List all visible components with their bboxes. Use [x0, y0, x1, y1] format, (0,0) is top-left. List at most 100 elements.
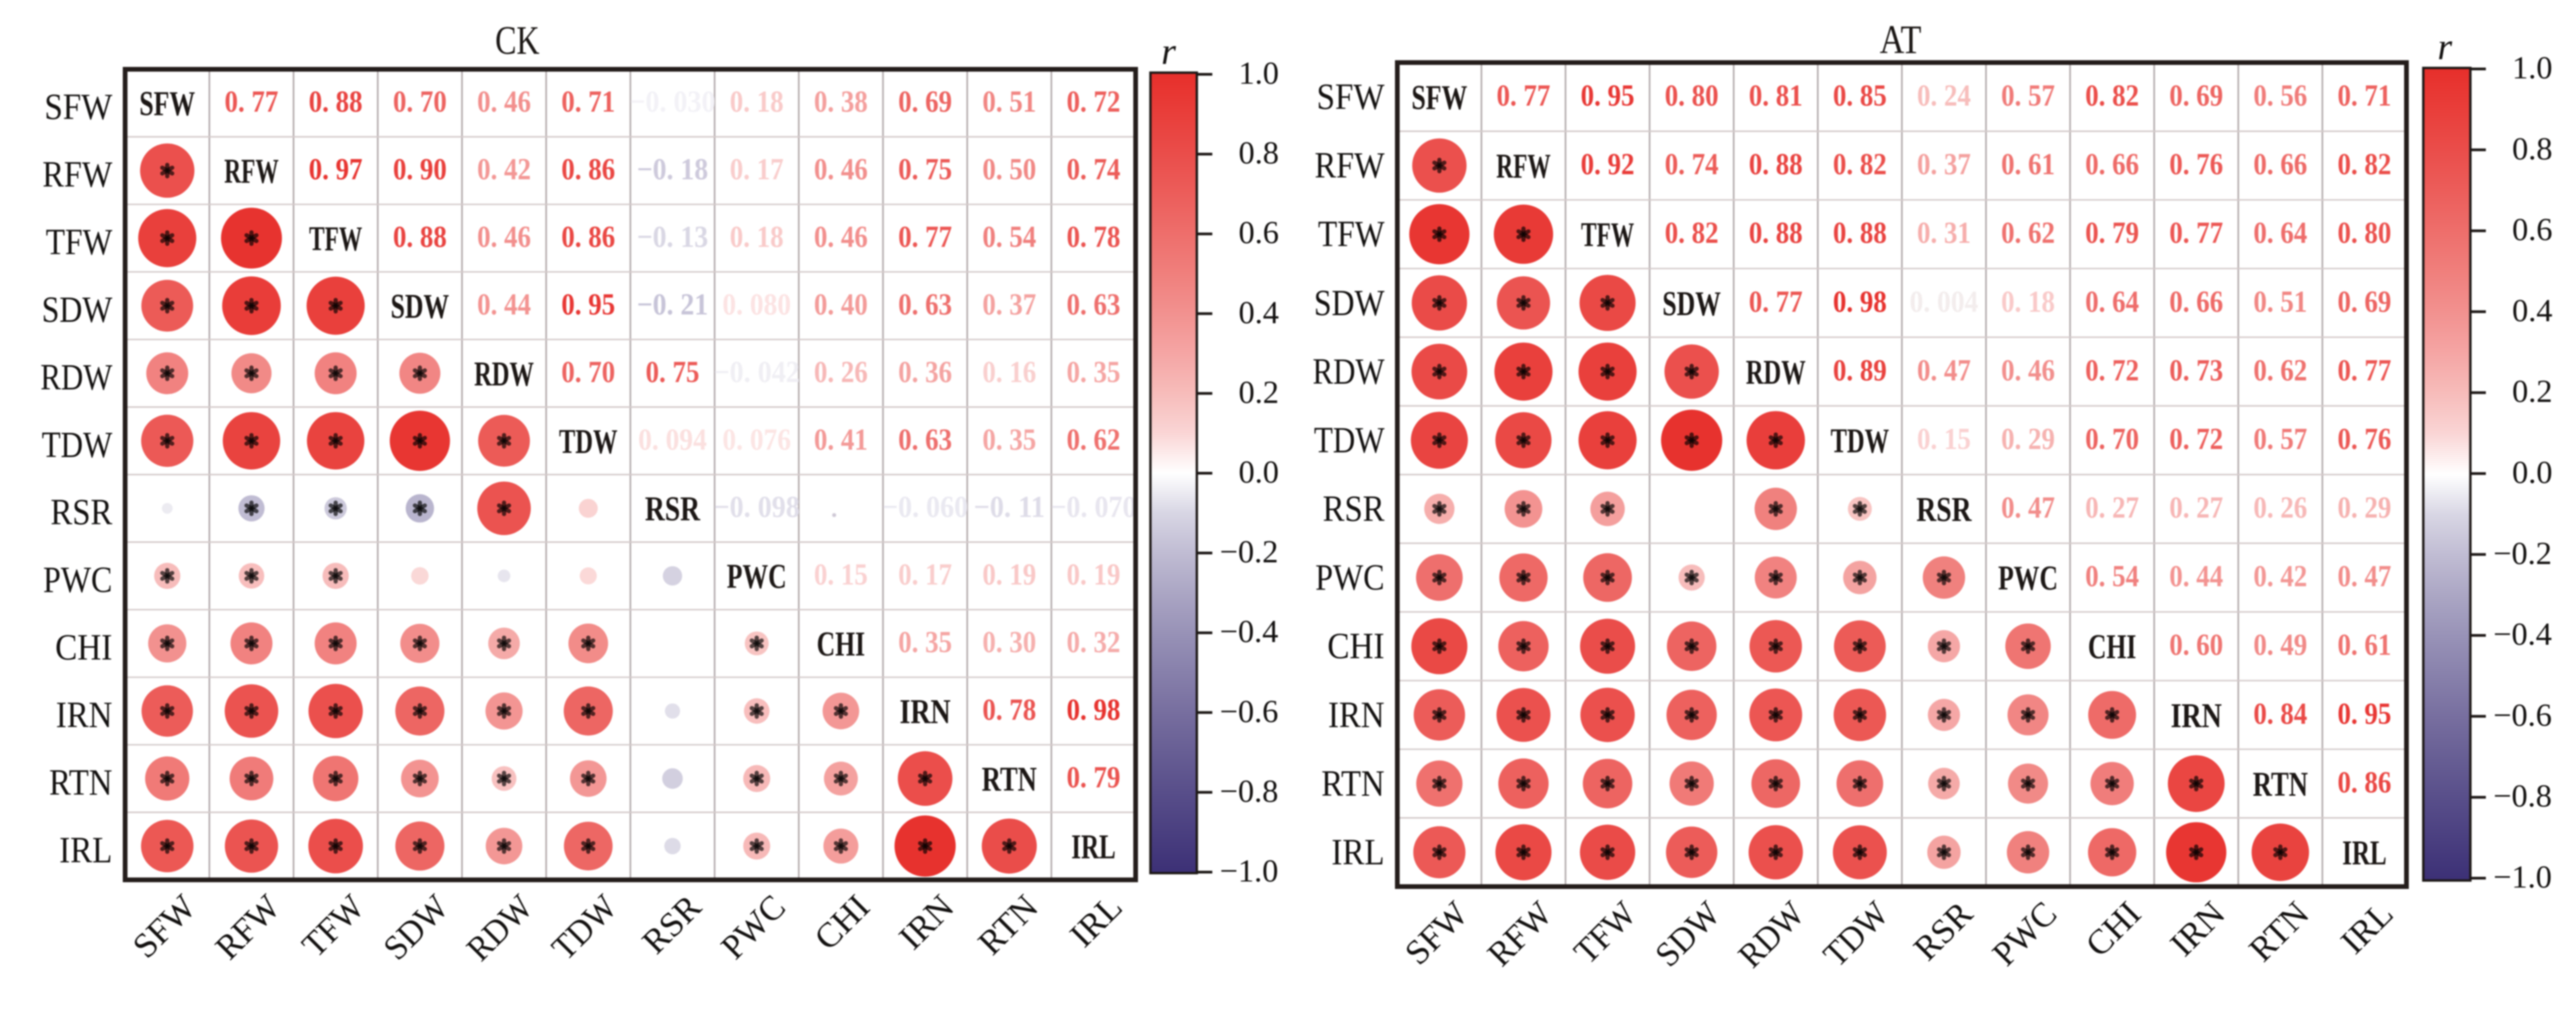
svg-text:−0. 21: −0. 21 [637, 288, 708, 322]
svg-text:RDW: RDW [40, 357, 112, 398]
svg-text:SFW: SFW [1317, 76, 1385, 117]
svg-text:IRN: IRN [56, 694, 112, 735]
svg-text:PWC: PWC [1998, 560, 2058, 598]
svg-text:IRN: IRN [2171, 697, 2222, 735]
svg-text:0. 24: 0. 24 [1917, 79, 1971, 112]
svg-text:CHI: CHI [55, 627, 112, 668]
svg-text:0. 97: 0. 97 [309, 153, 363, 186]
svg-text:RTN: RTN [2253, 765, 2308, 804]
svg-text:0. 46: 0. 46 [814, 220, 868, 254]
svg-text:0. 19: 0. 19 [982, 558, 1036, 591]
svg-text:0. 77: 0. 77 [2170, 216, 2223, 250]
svg-text:IRL: IRL [2343, 834, 2387, 872]
svg-text:RDW: RDW [1313, 350, 1385, 391]
svg-text:0. 36: 0. 36 [898, 355, 952, 389]
svg-text:0. 54: 0. 54 [2086, 560, 2139, 593]
svg-text:0. 004: 0. 004 [1910, 285, 1979, 318]
svg-text:0. 29: 0. 29 [2338, 491, 2392, 525]
svg-text:0. 62: 0. 62 [2001, 216, 2055, 250]
svg-text:0. 080: 0. 080 [723, 288, 791, 322]
svg-text:0. 62: 0. 62 [2254, 353, 2308, 387]
svg-text:0. 82: 0. 82 [1665, 216, 1719, 250]
svg-text:0.6: 0.6 [2512, 212, 2552, 248]
svg-text:0. 15: 0. 15 [814, 558, 868, 591]
svg-text:0.0: 0.0 [1239, 455, 1279, 490]
svg-text:0. 85: 0. 85 [1833, 79, 1887, 112]
svg-text:RTN: RTN [982, 760, 1037, 798]
svg-text:0. 92: 0. 92 [1581, 147, 1635, 181]
svg-text:0. 42: 0. 42 [477, 153, 531, 186]
svg-text:0. 27: 0. 27 [2086, 491, 2139, 525]
svg-text:0. 80: 0. 80 [2338, 216, 2392, 250]
svg-text:0. 70: 0. 70 [561, 355, 615, 389]
svg-text:0. 86: 0. 86 [2338, 765, 2392, 799]
svg-text:SDW: SDW [1314, 282, 1385, 323]
svg-text:RFW: RFW [224, 153, 279, 191]
svg-text:0. 86: 0. 86 [561, 220, 615, 254]
svg-text:SFW: SFW [1411, 79, 1467, 117]
svg-text:−0. 030: −0. 030 [630, 85, 716, 118]
svg-text:0.4: 0.4 [2512, 293, 2552, 328]
svg-text:0. 72: 0. 72 [2170, 422, 2223, 456]
svg-text:RDW: RDW [474, 355, 534, 394]
svg-text:0. 63: 0. 63 [898, 422, 952, 456]
svg-text:0. 26: 0. 26 [814, 355, 868, 389]
svg-text:0. 72: 0. 72 [2086, 353, 2139, 387]
svg-text:0.8: 0.8 [1239, 135, 1279, 171]
svg-text:0. 72: 0. 72 [1066, 85, 1120, 118]
svg-text:0. 77: 0. 77 [898, 220, 952, 254]
svg-text:−0.2: −0.2 [2493, 535, 2552, 571]
svg-text:0. 37: 0. 37 [1917, 147, 1971, 181]
svg-text:0. 30: 0. 30 [982, 626, 1036, 659]
svg-text:TFW: TFW [46, 221, 112, 262]
svg-text:CHI: CHI [1327, 626, 1385, 667]
svg-text:0. 37: 0. 37 [982, 288, 1036, 322]
svg-text:−0.6: −0.6 [2493, 698, 2552, 733]
svg-text:SFW: SFW [44, 86, 112, 127]
svg-text:0. 46: 0. 46 [2001, 353, 2055, 387]
svg-text:0. 63: 0. 63 [898, 288, 952, 322]
svg-text:0. 18: 0. 18 [730, 220, 784, 254]
svg-text:0. 41: 0. 41 [814, 422, 868, 456]
svg-text:1.0: 1.0 [2512, 50, 2552, 86]
svg-text:0. 44: 0. 44 [477, 288, 531, 322]
svg-text:−0. 11: −0. 11 [973, 490, 1045, 524]
svg-text:0. 63: 0. 63 [1066, 288, 1120, 322]
svg-text:0. 44: 0. 44 [2170, 560, 2223, 593]
svg-text:0.6: 0.6 [1239, 215, 1279, 251]
svg-text:0. 77: 0. 77 [2338, 353, 2392, 387]
svg-text:AT: AT [1880, 17, 1921, 62]
svg-text:0. 76: 0. 76 [2170, 147, 2223, 181]
svg-text:−0. 042: −0. 042 [714, 355, 800, 389]
svg-text:0. 84: 0. 84 [2254, 697, 2308, 731]
svg-text:−1.0: −1.0 [2493, 860, 2552, 895]
svg-text:RFW: RFW [1315, 145, 1385, 186]
svg-text:0. 79: 0. 79 [1066, 760, 1120, 794]
svg-text:−0. 098: −0. 098 [714, 490, 800, 524]
svg-text:0. 88: 0. 88 [1749, 216, 1803, 250]
svg-text:−0.8: −0.8 [2493, 778, 2552, 814]
svg-text:0. 15: 0. 15 [1917, 422, 1971, 456]
svg-text:0. 70: 0. 70 [393, 85, 447, 118]
svg-text:TDW: TDW [42, 424, 112, 465]
svg-text:−0. 070: −0. 070 [1050, 490, 1136, 524]
svg-text:0. 40: 0. 40 [814, 288, 868, 322]
svg-text:0. 076: 0. 076 [723, 422, 791, 456]
svg-text:RTN: RTN [1321, 763, 1385, 804]
svg-text:0. 64: 0. 64 [2254, 216, 2308, 250]
svg-text:PWC: PWC [1315, 557, 1385, 598]
svg-text:0. 46: 0. 46 [477, 220, 531, 254]
svg-text:RFW: RFW [1496, 147, 1551, 186]
svg-text:−0. 13: −0. 13 [637, 220, 708, 254]
svg-text:0. 76: 0. 76 [2338, 422, 2392, 456]
svg-text:0.2: 0.2 [1239, 375, 1279, 410]
svg-text:0. 79: 0. 79 [2086, 216, 2139, 250]
svg-text:0. 26: 0. 26 [2254, 491, 2308, 525]
svg-text:0. 80: 0. 80 [1665, 79, 1719, 112]
svg-text:0. 18: 0. 18 [2001, 285, 2055, 318]
svg-text:0. 98: 0. 98 [1066, 693, 1120, 726]
svg-text:SFW: SFW [139, 85, 195, 123]
svg-text:−0.4: −0.4 [1220, 614, 1278, 650]
svg-text:SDW: SDW [391, 288, 449, 326]
svg-text:RSR: RSR [50, 492, 112, 533]
